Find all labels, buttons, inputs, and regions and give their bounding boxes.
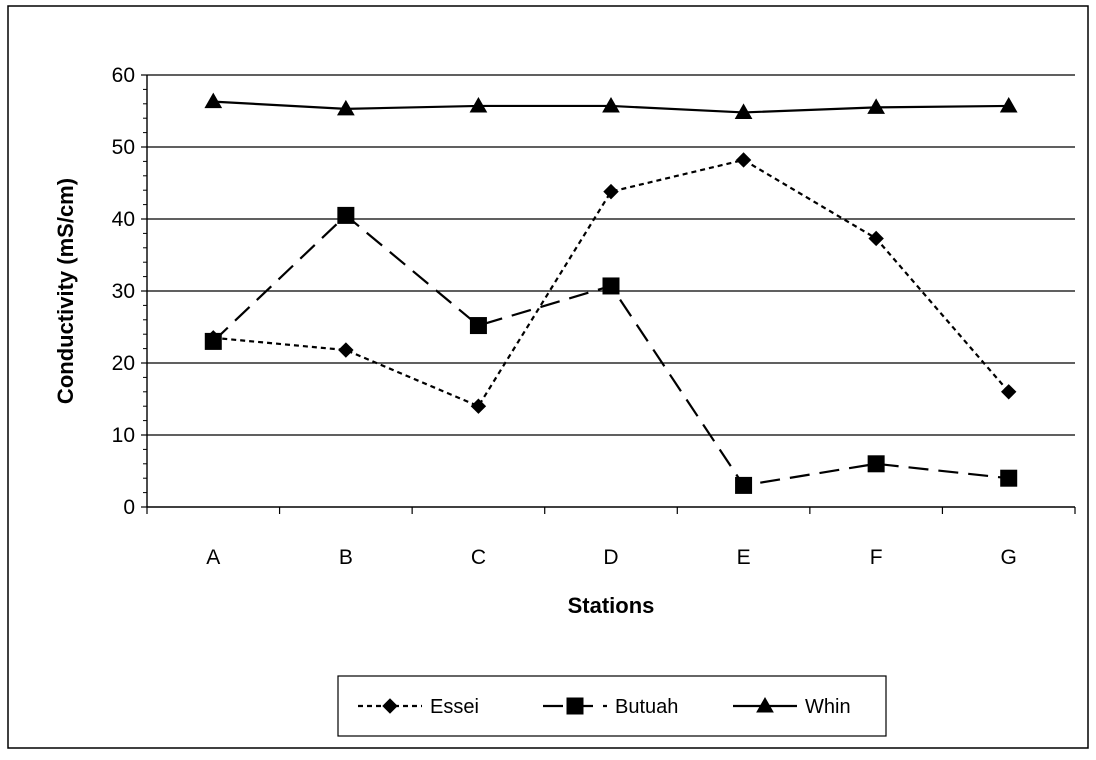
legend-marker-butuah	[566, 697, 584, 715]
x-axis-title: Stations	[568, 593, 655, 618]
data-point-whin-E	[734, 103, 753, 119]
data-point-essei-D	[603, 183, 619, 200]
y-tick-label: 20	[112, 352, 135, 375]
data-point-essei-F	[868, 230, 884, 247]
data-point-whin-A	[204, 92, 223, 109]
data-point-whin-B	[336, 99, 355, 116]
x-tick-label: G	[1001, 546, 1017, 569]
data-point-essei-B	[338, 342, 354, 358]
data-point-whin-C	[469, 96, 488, 113]
x-tick-label: D	[603, 546, 618, 569]
y-tick-label: 30	[112, 280, 135, 303]
legend-items: Essei Butuah Whin	[358, 696, 851, 718]
x-tick-label: C	[471, 546, 486, 569]
data-point-essei-E	[735, 152, 752, 168]
data-point-essei-C	[470, 398, 487, 414]
legend-item-essei: Essei	[358, 696, 479, 718]
legend-item-whin: Whin	[733, 696, 851, 718]
data-point-butuah-A	[204, 332, 222, 350]
x-tick-label: B	[339, 546, 353, 569]
y-tick-label: 50	[112, 136, 135, 159]
data-point-butuah-F	[867, 455, 885, 473]
y-tick-label: 10	[112, 424, 135, 447]
series-butuah	[204, 206, 1018, 494]
data-point-whin-F	[867, 98, 886, 114]
x-tick-label: F	[870, 546, 883, 569]
data-point-butuah-E	[735, 476, 753, 494]
legend-marker-whin	[756, 696, 774, 713]
y-tick-label: 0	[123, 496, 135, 519]
y-tick-label: 60	[112, 64, 135, 87]
x-tick-label: E	[737, 546, 751, 569]
series-layer	[204, 92, 1018, 494]
legend-label-whin: Whin	[805, 696, 851, 718]
y-axis-title: Conductivity (mS/cm)	[53, 178, 78, 404]
data-point-essei-G	[1001, 384, 1017, 400]
data-point-butuah-D	[602, 277, 620, 295]
legend-box	[337, 675, 887, 737]
data-point-butuah-C	[469, 317, 487, 335]
y-axis-ticks: 0 10 20 30 40 50 60	[112, 64, 147, 519]
data-point-whin-D	[602, 96, 620, 113]
y-tick-label: 40	[112, 208, 135, 231]
x-tick-label: A	[206, 546, 220, 569]
legend-label-essei: Essei	[430, 696, 479, 718]
chart-border	[7, 5, 1089, 749]
legend-marker-essei	[382, 698, 398, 714]
legend-label-butuah: Butuah	[615, 696, 678, 718]
series-whin	[204, 92, 1018, 119]
data-point-butuah-G	[1000, 469, 1018, 487]
data-point-butuah-B	[337, 206, 355, 224]
data-point-whin-G	[999, 96, 1018, 113]
legend-item-butuah: Butuah	[543, 696, 678, 718]
legend: Essei Butuah Whin	[337, 675, 887, 737]
x-axis-ticks: A B C D E F G	[146, 507, 1076, 569]
